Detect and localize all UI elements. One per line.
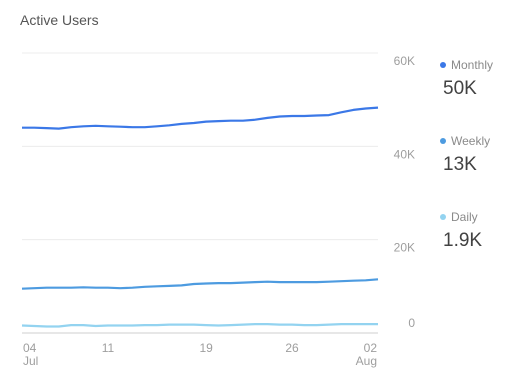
y-axis-ticks: 0 20K 40K 60K xyxy=(394,54,416,330)
y-tick-label: 20K xyxy=(394,241,415,255)
legend-dot-icon xyxy=(440,214,446,220)
legend-name-text: Monthly xyxy=(451,58,494,72)
legend-name-text: Weekly xyxy=(451,134,491,148)
y-tick-label: 0 xyxy=(408,316,415,330)
legend-value: 1.9K xyxy=(443,230,483,251)
legend-name: Daily xyxy=(440,210,482,224)
x-tick-label: 02 xyxy=(364,341,378,355)
legend-name-text: Daily xyxy=(451,210,478,224)
x-tick-month-label: Aug xyxy=(356,354,377,368)
gridlines xyxy=(22,52,378,334)
y-tick-label: 60K xyxy=(394,54,415,68)
legend-name: Weekly xyxy=(440,134,490,148)
x-tick-label: 11 xyxy=(102,341,115,355)
series-line-weekly xyxy=(21,278,379,290)
series-line-daily xyxy=(21,323,378,328)
legend-name: Monthly xyxy=(440,58,493,72)
legend-dot-icon xyxy=(440,62,446,68)
x-tick-label: 04 xyxy=(23,341,37,355)
x-tick-month-label: Jul xyxy=(23,354,38,368)
series-line-monthly xyxy=(22,106,379,130)
series-lines xyxy=(21,106,379,328)
y-tick-label: 40K xyxy=(394,147,415,161)
legend-item-weekly[interactable]: Weekly 13K xyxy=(440,134,490,176)
legend-item-daily[interactable]: Daily 1.9K xyxy=(440,210,482,252)
chart-title: Active Users xyxy=(20,12,99,28)
legend-value: 13K xyxy=(443,154,477,175)
x-tick-label: 19 xyxy=(199,341,213,355)
legend-item-monthly[interactable]: Monthly 50K xyxy=(440,58,493,100)
legend-value: 50K xyxy=(443,78,477,99)
legend-dot-icon xyxy=(440,138,446,144)
x-tick-label: 26 xyxy=(285,341,299,355)
